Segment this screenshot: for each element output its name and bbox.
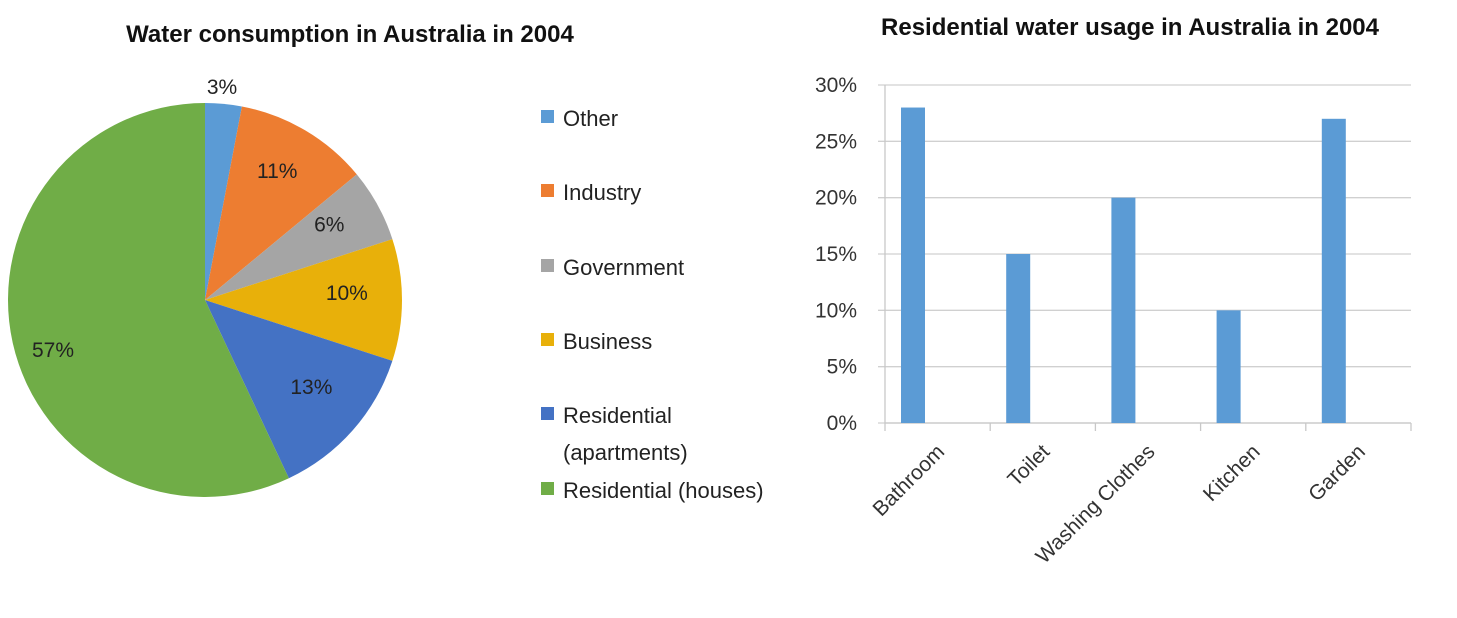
bar — [901, 107, 925, 424]
pie-data-label: 11% — [257, 160, 297, 183]
bar-title: Residential water usage in Australia in … — [881, 14, 1380, 41]
legend-label: Industry — [563, 180, 641, 205]
x-tick-label: Bathroom — [868, 440, 949, 521]
pie-data-label: 10% — [326, 282, 368, 305]
pie-slice — [205, 103, 242, 300]
pie-legend: Other Industry Government Business Residenti… — [541, 106, 764, 503]
y-tick-label: 15% — [815, 243, 857, 266]
pie-slice — [7, 103, 289, 498]
bar-chart: 0%5%10%15%20%25%30%Bathroom ToiletWashing… — [815, 74, 1412, 568]
bar — [1006, 254, 1031, 423]
legend-swatch — [541, 259, 554, 272]
legend-swatch — [541, 333, 554, 346]
y-tick-label: 20% — [815, 187, 857, 210]
legend-label: Government — [563, 255, 684, 280]
y-tick-label: 0% — [827, 412, 857, 435]
bar — [1111, 197, 1136, 423]
pie-slice — [205, 106, 357, 300]
pie-data-label: 13% — [290, 376, 332, 399]
x-tick-label: Garden — [1304, 440, 1370, 506]
legend-swatch — [541, 184, 554, 197]
pie-slice — [205, 174, 393, 300]
pie-slice — [205, 239, 402, 361]
y-tick-label: 30% — [815, 74, 857, 97]
legend-label: (apartments) — [563, 440, 688, 465]
pie-data-label: 57% — [32, 339, 74, 362]
legend-label: Business — [563, 329, 652, 354]
y-tick-label: 5% — [827, 356, 857, 379]
legend-label: Other — [563, 106, 618, 131]
x-tick-label: Toilet — [1003, 440, 1054, 491]
y-tick-label: 10% — [815, 299, 857, 322]
pie-title: Water consumption in Australia in 2004 — [126, 21, 574, 48]
legend-label: Residential — [563, 403, 672, 428]
legend-swatch — [541, 482, 554, 495]
legend-label: Residential (houses) — [563, 478, 764, 503]
bar — [1216, 310, 1241, 423]
legend-swatch — [541, 110, 554, 123]
pie-slice — [205, 300, 393, 479]
bar — [1321, 118, 1346, 424]
pie-data-label: 6% — [314, 214, 344, 237]
y-tick-label: 25% — [815, 130, 857, 153]
x-tick-label: Kitchen — [1199, 440, 1265, 506]
legend-swatch — [541, 407, 554, 420]
pie-chart: 3% 11% 6% 10% 13% 57% — [7, 76, 402, 498]
pie-data-label: 3% — [207, 76, 237, 99]
